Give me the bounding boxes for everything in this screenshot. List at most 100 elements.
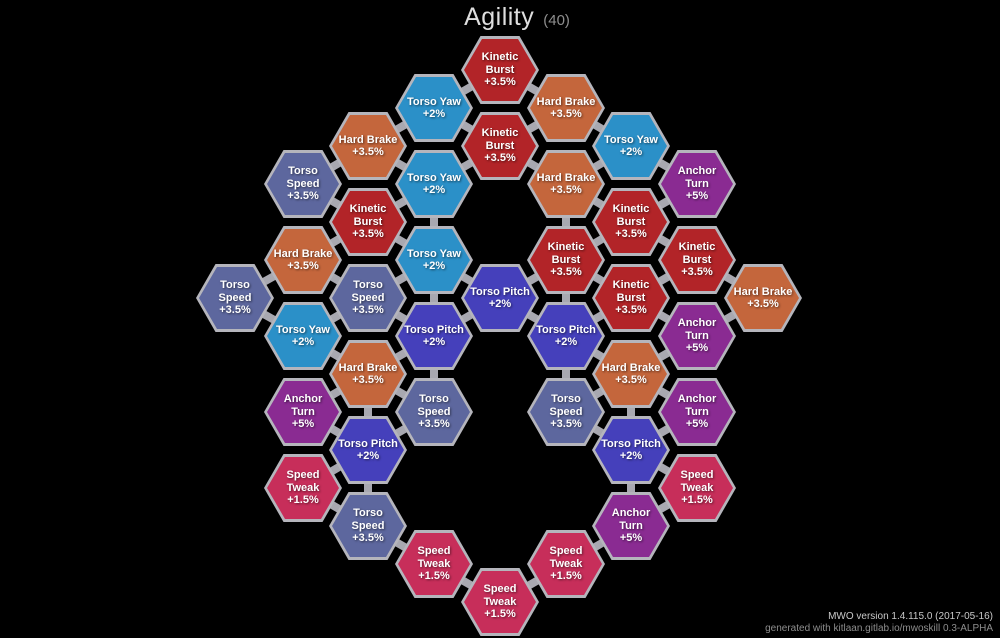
skill-value: +3.5% bbox=[550, 418, 582, 431]
skill-node-label: Kinetic Burst +3.5% bbox=[592, 264, 670, 332]
skill-node-torso-pitch[interactable]: Torso Pitch +2% bbox=[395, 302, 473, 370]
skill-node-torso-pitch[interactable]: Torso Pitch +2% bbox=[461, 264, 539, 332]
skill-node-kinetic-burst[interactable]: Kinetic Burst +3.5% bbox=[461, 36, 539, 104]
skill-node-kinetic-burst[interactable]: Kinetic Burst +3.5% bbox=[461, 112, 539, 180]
skill-node-anchor-turn[interactable]: Anchor Turn +5% bbox=[658, 378, 736, 446]
skill-value: +3.5% bbox=[550, 266, 582, 279]
skill-name: Speed Tweak bbox=[483, 583, 517, 608]
skill-node-anchor-turn[interactable]: Anchor Turn +5% bbox=[658, 302, 736, 370]
skill-node-label: Speed Tweak +1.5% bbox=[395, 530, 473, 598]
skill-node-torso-pitch[interactable]: Torso Pitch +2% bbox=[527, 302, 605, 370]
skill-name: Torso Speed bbox=[549, 393, 583, 418]
skill-node-label: Torso Yaw +2% bbox=[395, 226, 473, 294]
skill-node-hard-brake[interactable]: Hard Brake +3.5% bbox=[329, 340, 407, 408]
skill-value: +2% bbox=[488, 298, 512, 310]
skill-node-torso-yaw[interactable]: Torso Yaw +2% bbox=[395, 150, 473, 218]
skill-node-kinetic-burst[interactable]: Kinetic Burst +3.5% bbox=[592, 264, 670, 332]
skill-node-anchor-turn[interactable]: Anchor Turn +5% bbox=[592, 492, 670, 560]
skill-node-kinetic-burst[interactable]: Kinetic Burst +3.5% bbox=[329, 188, 407, 256]
skill-node-label: Torso Speed +3.5% bbox=[395, 378, 473, 446]
hex-fill bbox=[661, 305, 733, 367]
skill-node-torso-speed[interactable]: Torso Speed +3.5% bbox=[329, 492, 407, 560]
skill-value: +3.5% bbox=[352, 304, 384, 317]
skill-node-kinetic-burst[interactable]: Kinetic Burst +3.5% bbox=[527, 226, 605, 294]
skill-name: Kinetic Burst bbox=[547, 241, 585, 266]
skill-value: +3.5% bbox=[484, 152, 516, 165]
skill-node-torso-speed[interactable]: Torso Speed +3.5% bbox=[395, 378, 473, 446]
skill-node-label: Kinetic Burst +3.5% bbox=[658, 226, 736, 294]
skill-value: +1.5% bbox=[484, 608, 516, 621]
skill-node-torso-yaw[interactable]: Torso Yaw +2% bbox=[592, 112, 670, 180]
skill-node-torso-pitch[interactable]: Torso Pitch +2% bbox=[592, 416, 670, 484]
skill-value: +1.5% bbox=[287, 494, 319, 507]
skill-node-label: Kinetic Burst +3.5% bbox=[592, 188, 670, 256]
skill-node-hard-brake[interactable]: Hard Brake +3.5% bbox=[527, 150, 605, 218]
skill-node-anchor-turn[interactable]: Anchor Turn +5% bbox=[264, 378, 342, 446]
skill-node-hard-brake[interactable]: Hard Brake +3.5% bbox=[592, 340, 670, 408]
skill-node-label: Anchor Turn +5% bbox=[658, 150, 736, 218]
skill-value: +2% bbox=[422, 184, 446, 196]
skill-node-label: Kinetic Burst +3.5% bbox=[527, 226, 605, 294]
skill-node-torso-yaw[interactable]: Torso Yaw +2% bbox=[395, 74, 473, 142]
skill-value: +3.5% bbox=[681, 266, 713, 279]
skill-node-torso-speed[interactable]: Torso Speed +3.5% bbox=[196, 264, 274, 332]
skill-name: Anchor Turn bbox=[283, 393, 323, 418]
skill-value: +2% bbox=[422, 108, 446, 120]
hex-fill bbox=[661, 457, 733, 519]
skill-node-hard-brake[interactable]: Hard Brake +3.5% bbox=[264, 226, 342, 294]
skill-name: Torso Yaw bbox=[406, 171, 461, 184]
skill-name: Speed Tweak bbox=[549, 545, 583, 570]
skill-node-speed-tweak[interactable]: Speed Tweak +1.5% bbox=[658, 454, 736, 522]
skill-node-label: Speed Tweak +1.5% bbox=[658, 454, 736, 522]
skill-node-label: Hard Brake +3.5% bbox=[527, 150, 605, 218]
skill-node-hard-brake[interactable]: Hard Brake +3.5% bbox=[724, 264, 802, 332]
skill-value: +2% bbox=[619, 146, 643, 158]
skill-node-label: Hard Brake +3.5% bbox=[329, 340, 407, 408]
skill-name: Torso Pitch bbox=[470, 285, 530, 298]
skill-node-label: Hard Brake +3.5% bbox=[724, 264, 802, 332]
skill-name: Torso Yaw bbox=[406, 95, 461, 108]
skill-node-label: Torso Speed +3.5% bbox=[264, 150, 342, 218]
skill-value: +3.5% bbox=[615, 374, 647, 386]
skill-node-torso-speed[interactable]: Torso Speed +3.5% bbox=[527, 378, 605, 446]
skill-name: Torso Pitch bbox=[601, 437, 661, 450]
skill-node-label: Hard Brake +3.5% bbox=[329, 112, 407, 180]
skill-node-speed-tweak[interactable]: Speed Tweak +1.5% bbox=[264, 454, 342, 522]
skill-node-kinetic-burst[interactable]: Kinetic Burst +3.5% bbox=[592, 188, 670, 256]
skill-node-torso-pitch[interactable]: Torso Pitch +2% bbox=[329, 416, 407, 484]
skill-value: +2% bbox=[356, 450, 380, 462]
skill-node-hard-brake[interactable]: Hard Brake +3.5% bbox=[527, 74, 605, 142]
hex-fill bbox=[661, 381, 733, 443]
skill-value: +3.5% bbox=[352, 374, 384, 386]
skill-node-anchor-turn[interactable]: Anchor Turn +5% bbox=[658, 150, 736, 218]
skill-node-torso-speed[interactable]: Torso Speed +3.5% bbox=[329, 264, 407, 332]
skill-node-label: Kinetic Burst +3.5% bbox=[461, 36, 539, 104]
skill-node-label: Torso Yaw +2% bbox=[592, 112, 670, 180]
skill-value: +3.5% bbox=[219, 304, 251, 317]
skill-node-torso-yaw[interactable]: Torso Yaw +2% bbox=[264, 302, 342, 370]
hex-fill bbox=[595, 419, 667, 481]
skill-node-speed-tweak[interactable]: Speed Tweak +1.5% bbox=[527, 530, 605, 598]
skill-node-speed-tweak[interactable]: Speed Tweak +1.5% bbox=[461, 568, 539, 636]
skill-node-kinetic-burst[interactable]: Kinetic Burst +3.5% bbox=[658, 226, 736, 294]
skill-node-label: Kinetic Burst +3.5% bbox=[329, 188, 407, 256]
skill-value: +1.5% bbox=[681, 494, 713, 507]
skill-name: Torso Pitch bbox=[536, 323, 596, 336]
skill-name: Torso Pitch bbox=[404, 323, 464, 336]
skill-node-speed-tweak[interactable]: Speed Tweak +1.5% bbox=[395, 530, 473, 598]
skill-node-label: Torso Pitch +2% bbox=[527, 302, 605, 370]
skill-name: Anchor Turn bbox=[677, 393, 717, 418]
skill-value: +2% bbox=[291, 336, 315, 348]
skill-node-torso-yaw[interactable]: Torso Yaw +2% bbox=[395, 226, 473, 294]
skill-node-hard-brake[interactable]: Hard Brake +3.5% bbox=[329, 112, 407, 180]
skill-node-torso-speed[interactable]: Torso Speed +3.5% bbox=[264, 150, 342, 218]
skill-name: Hard Brake bbox=[601, 361, 661, 374]
skill-value: +3.5% bbox=[550, 108, 582, 120]
skill-node-label: Torso Pitch +2% bbox=[461, 264, 539, 332]
skill-value: +3.5% bbox=[352, 146, 384, 158]
skill-node-label: Speed Tweak +1.5% bbox=[264, 454, 342, 522]
skill-value: +3.5% bbox=[352, 532, 384, 545]
skill-value: +3.5% bbox=[352, 228, 384, 241]
page-title: Agility (40) bbox=[17, 3, 1000, 32]
